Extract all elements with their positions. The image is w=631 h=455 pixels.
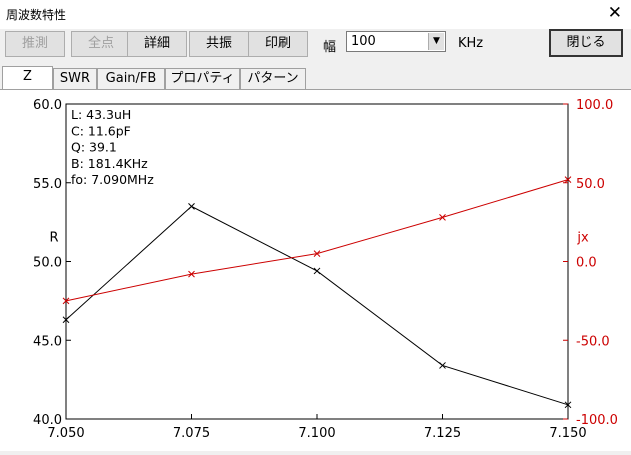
width-select[interactable]: 100 ▼ — [346, 31, 446, 52]
data-point-jx — [188, 270, 195, 278]
all-points-button[interactable]: 全点 — [71, 31, 131, 57]
y-right-tick-label: 50.0 — [576, 177, 605, 192]
y-left-tick-label: 60.0 — [33, 98, 62, 113]
data-point-R — [188, 203, 195, 210]
resonance-button[interactable]: 共振 — [189, 31, 249, 57]
title-bar: 周波数特性 ✕ — [0, 0, 631, 29]
tab-swr[interactable]: SWR — [53, 68, 97, 89]
info-line: fo: 7.090MHz — [71, 172, 154, 187]
toolbar: 推測 全点 詳細 共振 印刷 幅 100 ▼ KHz 閉じる — [0, 29, 631, 61]
impedance-chart: 40.0 45.0 50.0 55.0 60.0 -100.0 -50.0 0.0 50.0 10… — [33, 98, 618, 441]
chevron-down-icon[interactable]: ▼ — [428, 33, 444, 50]
width-value: 100 — [351, 34, 376, 49]
width-unit: KHz — [458, 36, 484, 51]
data-point-jx — [313, 250, 321, 257]
chart-panel: 40.0 45.0 50.0 55.0 60.0 -100.0 -50.0 0.0 50.0 10… — [0, 89, 631, 451]
y-right-axis-label: jx — [576, 231, 589, 246]
print-button[interactable]: 印刷 — [248, 31, 308, 57]
close-button[interactable]: 閉じる — [549, 29, 623, 57]
y-right-tick-label: -100.0 — [576, 413, 618, 428]
y-right-tick-label: -50.0 — [576, 334, 610, 349]
x-tick-label: 7.075 — [173, 426, 210, 441]
data-point-R — [313, 267, 321, 275]
info-line: Q: 39.1 — [71, 140, 117, 155]
window-title: 周波数特性 — [6, 8, 67, 22]
data-point-jx — [439, 214, 446, 221]
info-line: C: 11.6pF — [71, 123, 131, 138]
data-point-R — [439, 362, 446, 369]
x-tick-label: 7.125 — [424, 426, 461, 441]
x-tick-label: 7.050 — [47, 426, 84, 441]
y-left-tick-label: 55.0 — [33, 177, 62, 192]
estimate-button[interactable]: 推測 — [5, 31, 65, 57]
y-left-tick-label: 50.0 — [33, 256, 62, 271]
y-left-tick-label: 45.0 — [33, 334, 62, 349]
plot-frame — [65, 103, 569, 420]
data-point-R — [62, 316, 70, 324]
info-line: L: 43.3uH — [71, 107, 131, 122]
y-right-tick-label: 100.0 — [576, 98, 613, 113]
tab-z[interactable]: Z — [2, 66, 53, 89]
x-tick-label: 7.150 — [549, 426, 586, 441]
tab-bar: Z SWR Gain/FB プロパティ パターン — [0, 66, 631, 90]
tab-gain-fb[interactable]: Gain/FB — [97, 68, 165, 89]
x-tick-label: 7.100 — [298, 426, 335, 441]
info-line: B: 181.4KHz — [71, 156, 148, 171]
details-button[interactable]: 詳細 — [127, 31, 187, 57]
data-point-jx — [62, 297, 70, 305]
y-left-axis-label: R — [49, 231, 58, 246]
data-point-jx — [564, 176, 572, 183]
y-right-tick-label: 0.0 — [576, 256, 597, 271]
tab-pattern[interactable]: パターン — [240, 68, 306, 89]
y-left-tick-label: 40.0 — [33, 413, 62, 428]
width-label: 幅 — [323, 40, 337, 55]
data-point-R — [564, 401, 572, 409]
close-icon[interactable]: ✕ — [607, 3, 622, 23]
tab-properties[interactable]: プロパティ — [165, 68, 240, 89]
